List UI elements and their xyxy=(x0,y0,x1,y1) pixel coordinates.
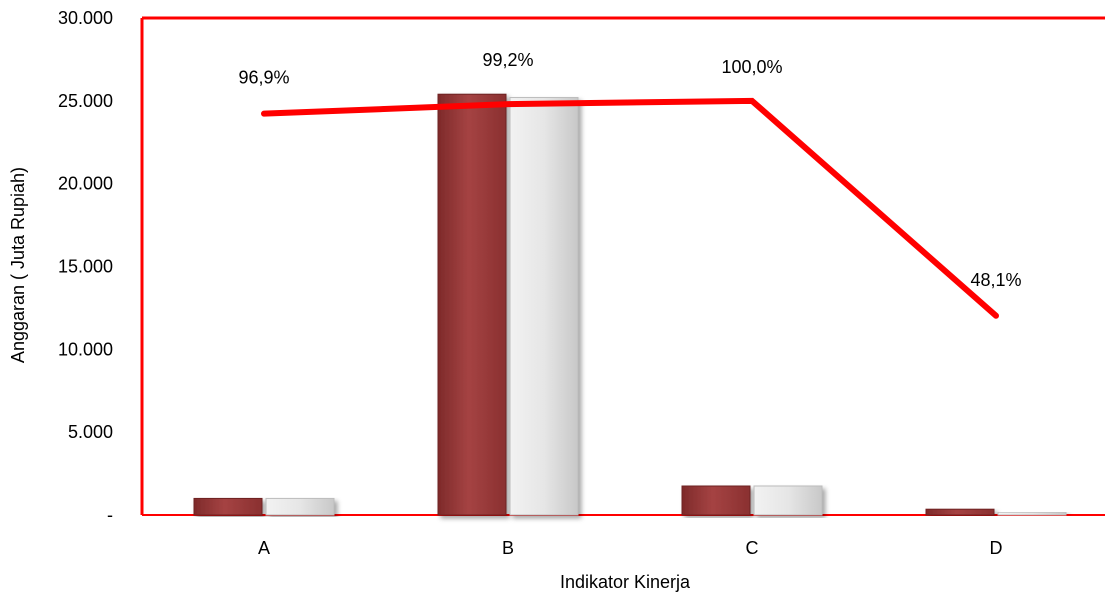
bar-series-1 xyxy=(925,508,995,516)
x-tick-label: C xyxy=(746,538,759,558)
y-tick-label: 5.000 xyxy=(68,422,113,442)
x-axis-title: Indikator Kinerja xyxy=(560,572,691,592)
bar-series-1 xyxy=(681,485,751,516)
line-data-label: 48,1% xyxy=(970,270,1021,290)
x-axis: A B C D xyxy=(258,538,1003,558)
bar-series-1 xyxy=(437,93,507,516)
y-axis: - 5.000 10.000 15.000 20.000 25.000 30.000 xyxy=(58,8,113,525)
y-tick-label: - xyxy=(107,505,113,525)
y-tick-label: 25.000 xyxy=(58,91,113,111)
bar-series-2 xyxy=(509,97,579,516)
plot-border xyxy=(140,16,1105,516)
line-data-label: 100,0% xyxy=(721,57,782,77)
line-data-label: 96,9% xyxy=(238,68,289,88)
y-axis-title: Anggaran ( Juta Rupiah) xyxy=(8,167,28,363)
y-tick-label: 30.000 xyxy=(58,8,113,28)
y-tick-label: 15.000 xyxy=(58,257,113,277)
line-data-label: 99,2% xyxy=(482,50,533,70)
x-tick-label: D xyxy=(990,538,1003,558)
line-series: 96,9% 99,2% 100,0% 48,1% xyxy=(238,50,1022,319)
y-tick-label: 20.000 xyxy=(58,174,113,194)
line-series-path xyxy=(261,97,999,319)
x-tick-label: A xyxy=(258,538,270,558)
bar-series-2 xyxy=(265,497,335,516)
bar-series-2 xyxy=(997,511,1067,516)
bars xyxy=(193,93,1067,516)
bar-series-2 xyxy=(753,485,823,516)
x-tick-label: B xyxy=(502,538,514,558)
bar-series-1 xyxy=(193,497,263,516)
y-tick-label: 10.000 xyxy=(58,339,113,359)
